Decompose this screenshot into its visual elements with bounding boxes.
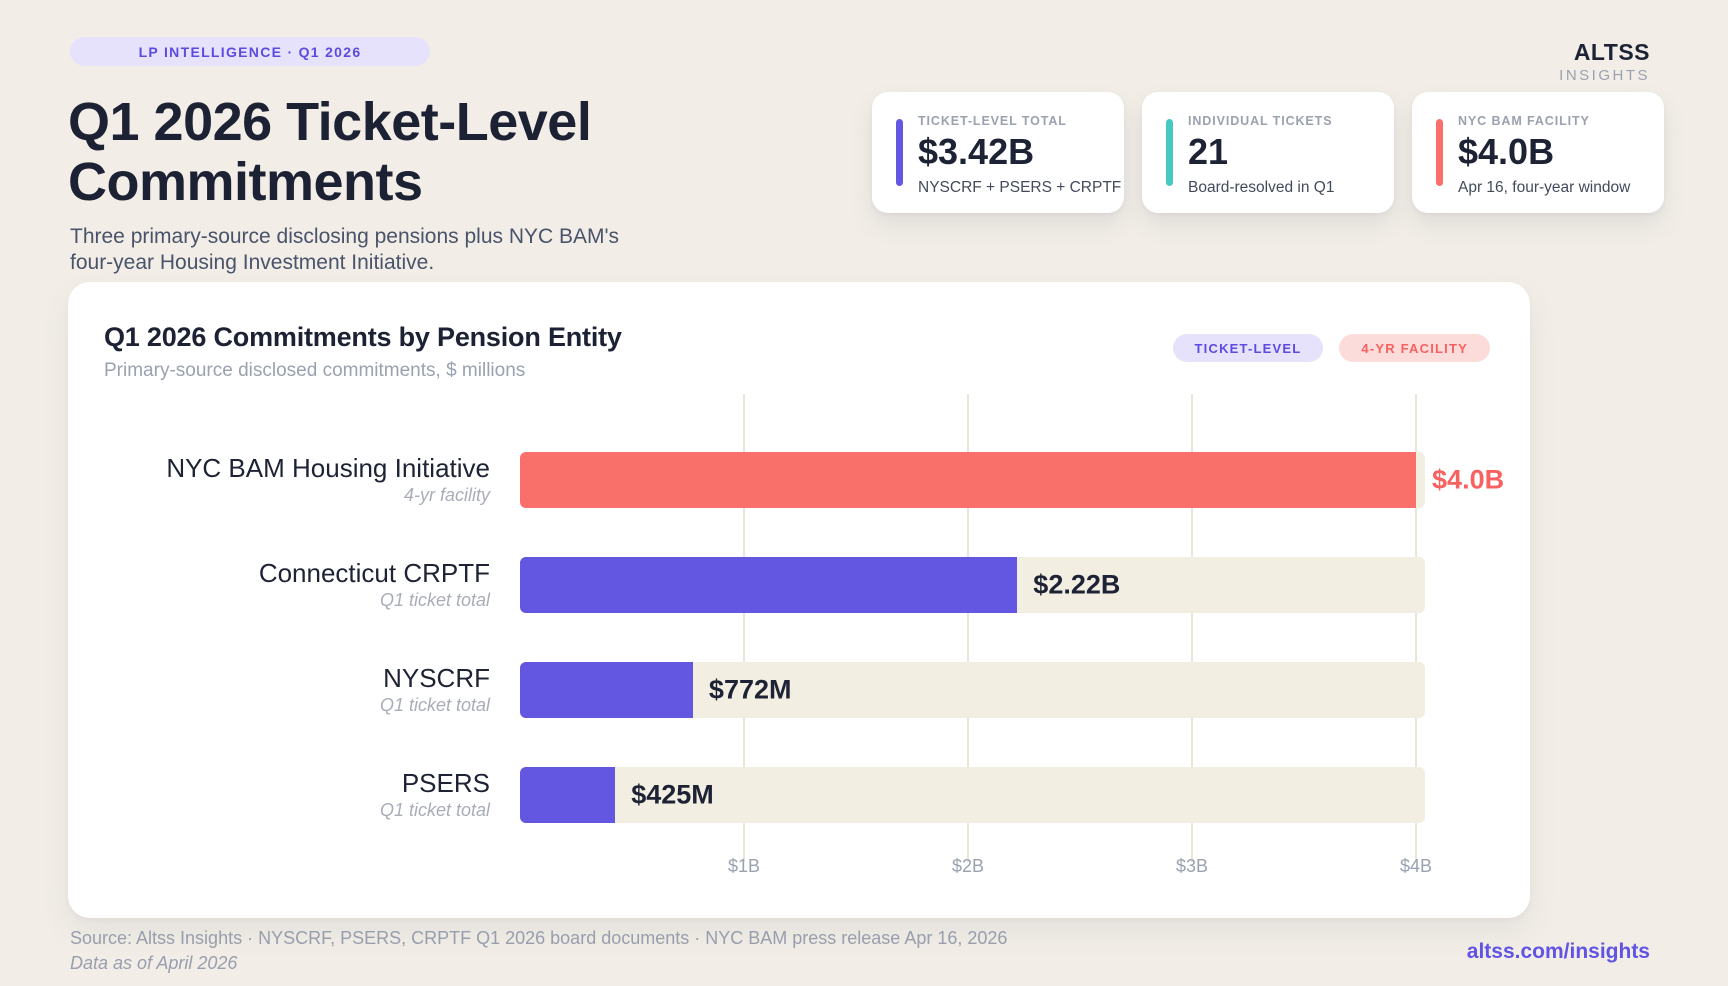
stat-detail: Apr 16, four-year window [1458,178,1631,196]
bar-rows: NYC BAM Housing Initiative 4-yr facility $… [104,452,1504,823]
stat-value: $4.0B [1458,131,1555,172]
chart-row: NYSCRF Q1 ticket total $772M [104,662,1494,718]
bar-value-label: $2.22B [1033,569,1121,600]
chart-row: Connecticut CRPTF Q1 ticket total $2.22B [104,557,1494,613]
bar-category-label: NYSCRF [383,662,490,693]
bar-plot: NYC BAM Housing Initiative 4-yr facility $… [104,394,1504,897]
source-note: Source: Altss Insights · NYSCRF, PSERS, … [70,928,1008,948]
page-subtitle-line2: four-year Housing Investment Initiative. [70,251,435,274]
site-url-link[interactable]: altss.com/insights [1467,940,1650,964]
x-axis-tick-label: $3B [1176,856,1209,876]
report-badge: LP INTELLIGENCE · Q1 2026 [70,37,430,66]
bar-category: NYSCRF Q1 ticket total [104,664,490,717]
page-title-line1: Q1 2026 Ticket-Level [68,92,592,152]
chart-title: Q1 2026 Commitments by Pension Entity [104,322,622,352]
x-axis-tick-label: $1B [727,856,761,876]
legend-label: 4-YR FACILITY [1361,340,1468,356]
site-url-prefix: altss.com/ [1466,940,1570,963]
stat-accent-bar [896,119,903,186]
brand-logo: ALTSS INSIGHTS [1559,39,1650,85]
site-url-suffix: insights [1569,940,1650,963]
bar-category: Connecticut CRPTF Q1 ticket total [104,559,490,612]
stat-card-nyc-bam-facility: NYC BAM FACILITY $4.0B Apr 16, four-year… [1412,92,1664,213]
stat-card-body: TICKET-LEVEL TOTAL $3.42B NYSCRF + PSERS… [918,114,1122,197]
chart-subtitle: Primary-source disclosed commitments, $ … [104,360,526,381]
bar [520,557,1018,613]
legend-label: TICKET-LEVEL [1194,340,1302,356]
stat-accent-bar [1436,119,1443,186]
stat-label: INDIVIDUAL TICKETS [1188,114,1333,128]
bar-track: $4.0B [520,452,1504,508]
bar-track: $772M [520,662,1425,718]
bar-category-sublabel: Q1 ticket total [379,800,490,821]
stat-card-body: NYC BAM FACILITY $4.0B Apr 16, four-year… [1458,114,1656,197]
data-as-of-note: Data as of April 2026 [70,953,238,973]
legend-pill-ticket-level: TICKET-LEVEL [1172,334,1324,362]
bar-value-label: $772M [708,674,792,705]
x-axis: $1B $2B $3B $4B [520,856,1432,880]
stat-card-body: INDIVIDUAL TICKETS 21 Board-resolved in … [1188,114,1386,197]
stat-accent-bar [1166,119,1173,186]
chart-legend: TICKET-LEVEL 4-YR FACILITY [1172,334,1490,362]
bar-category-label: PSERS [401,767,490,798]
x-axis-tick-label: $4B [1400,856,1433,876]
legend-pill-4yr-facility: 4-YR FACILITY [1339,334,1490,362]
chart-row: NYC BAM Housing Initiative 4-yr facility $… [104,452,1504,508]
stat-card-individual-tickets: INDIVIDUAL TICKETS 21 Board-resolved in … [1142,92,1394,213]
stat-detail: NYSCRF + PSERS + CRPTF [918,178,1122,196]
brand-name: ALTSS [1573,39,1650,65]
stat-detail: Board-resolved in Q1 [1188,178,1335,196]
page-title-line2: Commitments [68,152,423,212]
bar-category-sublabel: 4-yr facility [403,485,490,506]
bar [520,452,1417,508]
bar-category-sublabel: Q1 ticket total [379,695,490,716]
bar-category: NYC BAM Housing Initiative 4-yr facility [104,454,490,507]
bar-track: $2.22B [520,557,1425,613]
bar-value-label: $425M [631,779,714,810]
stat-label: TICKET-LEVEL TOTAL [918,114,1067,128]
brand-tagline: INSIGHTS [1559,67,1650,85]
bar-category: PSERS Q1 ticket total [104,769,490,822]
chart-card: Q1 2026 Commitments by Pension Entity Pr… [68,282,1530,918]
chart-row: PSERS Q1 ticket total $425M [104,767,1494,823]
page-title: Q1 2026 Ticket-Level Commitments [68,92,592,212]
bar [520,767,616,823]
page-subtitle: Three primary-source disclosing pensions… [70,224,619,276]
bar-category-label: NYC BAM Housing Initiative [166,452,490,483]
bar-category-label: Connecticut CRPTF [258,557,490,588]
report-badge-label: LP INTELLIGENCE · Q1 2026 [138,43,362,60]
bar-value-label: $4.0B [1432,464,1505,495]
bar-category-sublabel: Q1 ticket total [379,590,490,611]
bar [520,662,693,718]
page-subtitle-line1: Three primary-source disclosing pensions… [70,225,620,248]
stat-label: NYC BAM FACILITY [1458,114,1590,128]
stat-value: $3.42B [918,131,1035,172]
stat-card-ticket-level-total: TICKET-LEVEL TOTAL $3.42B NYSCRF + PSERS… [872,92,1124,213]
bar-track: $425M [520,767,1425,823]
stat-value: 21 [1188,131,1229,172]
x-axis-tick-label: $2B [952,856,985,876]
